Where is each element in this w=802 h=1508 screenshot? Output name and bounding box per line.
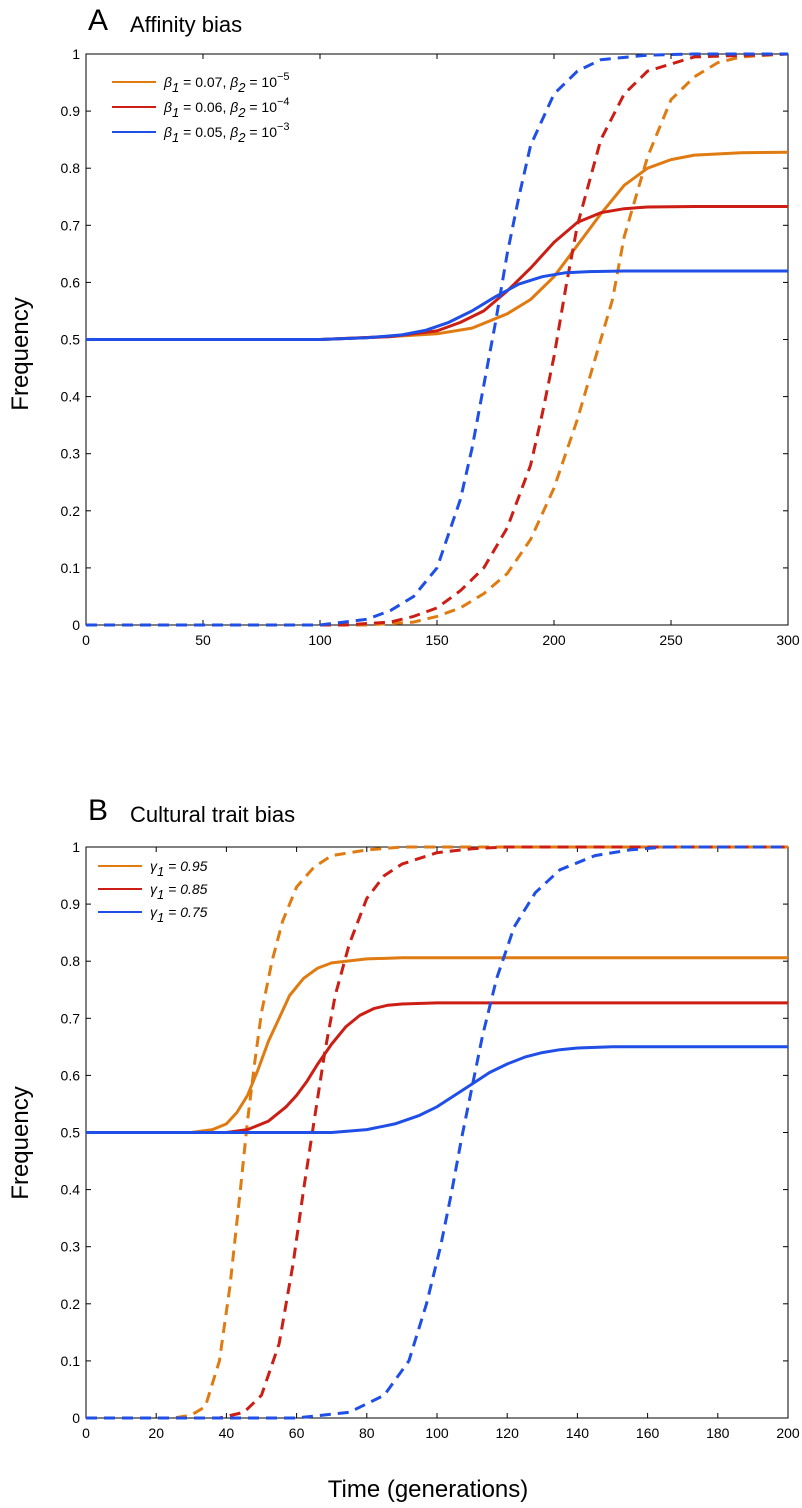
x-tick-label: 120 bbox=[496, 1425, 520, 1441]
panel-a-letter: A bbox=[88, 4, 108, 37]
legend-entry-1: γ1 = 0.95 bbox=[150, 858, 208, 879]
x-tick-label: 0 bbox=[82, 632, 90, 648]
panel-b-letter: B bbox=[88, 794, 108, 827]
y-tick-label: 0.3 bbox=[61, 1239, 81, 1255]
y-tick-label: 0.8 bbox=[61, 160, 81, 176]
series-2-solid-line bbox=[86, 1001, 788, 1134]
legend-entry-3: γ1 = 0.75 bbox=[150, 904, 208, 925]
y-tick-label: 0.1 bbox=[61, 560, 81, 576]
y-tick-label: 0.7 bbox=[61, 217, 81, 233]
y-tick-label: 0 bbox=[72, 1410, 80, 1426]
x-tick-label: 180 bbox=[706, 1425, 730, 1441]
panel-a-title: Affinity bias bbox=[130, 12, 242, 37]
panel-b-y-axis-label: Frequency bbox=[7, 1086, 34, 1199]
y-tick-label: 0.4 bbox=[61, 389, 81, 405]
x-tick-label: 300 bbox=[776, 632, 800, 648]
series-2-solid-line bbox=[86, 205, 788, 341]
y-tick-label: 0.9 bbox=[61, 896, 81, 912]
y-tick-label: 0.3 bbox=[61, 446, 81, 462]
x-tick-label: 200 bbox=[542, 632, 566, 648]
x-axis-label: Time (generations) bbox=[328, 1476, 529, 1503]
x-tick-label: 60 bbox=[289, 1425, 305, 1441]
y-tick-label: 0.6 bbox=[61, 274, 81, 290]
y-tick-label: 1 bbox=[72, 839, 80, 855]
series-3-dashed-line bbox=[86, 52, 788, 627]
panel-b-title: Cultural trait bias bbox=[130, 802, 295, 827]
y-tick-label: 0.9 bbox=[61, 103, 81, 119]
series-2-dashed-line bbox=[86, 845, 788, 1420]
y-tick-label: 0.6 bbox=[61, 1067, 81, 1083]
y-tick-label: 0.2 bbox=[61, 503, 81, 519]
x-tick-label: 160 bbox=[636, 1425, 660, 1441]
x-tick-label: 100 bbox=[308, 632, 332, 648]
series-3-solid-line bbox=[86, 269, 788, 341]
y-tick-label: 0 bbox=[72, 617, 80, 633]
y-tick-label: 0.7 bbox=[61, 1010, 81, 1026]
x-tick-label: 40 bbox=[219, 1425, 235, 1441]
legend-entry-1: β1 = 0.07, β2 = 10−5 bbox=[163, 71, 290, 95]
x-tick-label: 80 bbox=[359, 1425, 375, 1441]
x-tick-label: 20 bbox=[148, 1425, 164, 1441]
x-tick-label: 0 bbox=[82, 1425, 90, 1441]
y-tick-label: 0.8 bbox=[61, 953, 81, 969]
panel-b-plot: 0 20 40 60 80 100 120 140 160 180 200 0 0.1 0.2 0.3 0.4… bbox=[61, 839, 800, 1441]
y-tick-label: 0.1 bbox=[61, 1353, 81, 1369]
x-tick-label: 100 bbox=[425, 1425, 449, 1441]
y-tick-label: 0.2 bbox=[61, 1296, 81, 1312]
panel-a-plot: 0 50 100 150 200 250 300 0 0.1 0.2 0.3 0.4 0.5 0.6 0.7… bbox=[61, 46, 800, 648]
series-3-solid-line bbox=[86, 1045, 788, 1134]
series-1-solid-line bbox=[86, 956, 788, 1134]
y-tick-label: 0.5 bbox=[61, 332, 81, 348]
legend-entry-3: β1 = 0.05, β2 = 10−3 bbox=[163, 121, 290, 145]
x-tick-label: 50 bbox=[195, 632, 211, 648]
x-tick-label: 150 bbox=[425, 632, 449, 648]
series-2-dashed-line bbox=[86, 52, 788, 627]
series-3-dashed-line bbox=[86, 845, 788, 1420]
legend-entry-2: γ1 = 0.85 bbox=[150, 881, 208, 902]
x-tick-label: 250 bbox=[659, 632, 683, 648]
x-tick-label: 140 bbox=[566, 1425, 590, 1441]
series-1-dashed-line bbox=[86, 52, 788, 627]
y-tick-label: 0.4 bbox=[61, 1182, 81, 1198]
legend-entry-2: β1 = 0.06, β2 = 10−4 bbox=[163, 96, 290, 120]
y-tick-label: 1 bbox=[72, 46, 80, 62]
x-tick-label: 200 bbox=[776, 1425, 800, 1441]
series-1-solid-line bbox=[86, 150, 788, 341]
y-tick-label: 0.5 bbox=[61, 1125, 81, 1141]
panel-a-y-axis-label: Frequency bbox=[7, 297, 34, 410]
